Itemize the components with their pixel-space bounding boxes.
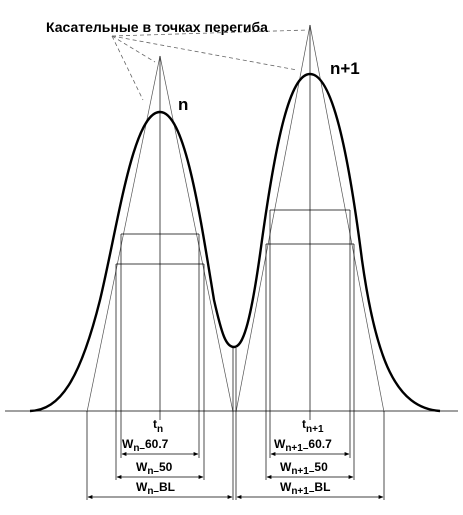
width-label-bl-n: Wn–BL	[136, 480, 175, 497]
peak-label-n: n	[178, 95, 188, 114]
retention-time-n: tn	[153, 417, 163, 435]
pointer-1	[111, 35, 144, 101]
chromatogram-curve	[29, 72, 441, 413]
pointer-3	[111, 35, 298, 71]
width-label-607-n1: Wn+1–60.7	[274, 437, 332, 454]
width-label-607-n: Wn–60.7	[122, 437, 169, 454]
tangent-left-n1	[235, 24, 311, 413]
pointer-2	[111, 35, 156, 63]
retention-time-n1: tn+1	[302, 417, 324, 435]
tangent-right-n1	[309, 24, 385, 413]
pointer-4	[111, 29, 309, 37]
width-label-50-n1: Wn+1–50	[280, 460, 328, 477]
peak-label-n1: n+1	[330, 59, 360, 78]
width-label-50-n: Wn–50	[136, 460, 173, 477]
width-label-bl-n1: Wn+1–BL	[280, 480, 330, 497]
diagram-title: Касательные в точках перегиба	[46, 19, 268, 35]
